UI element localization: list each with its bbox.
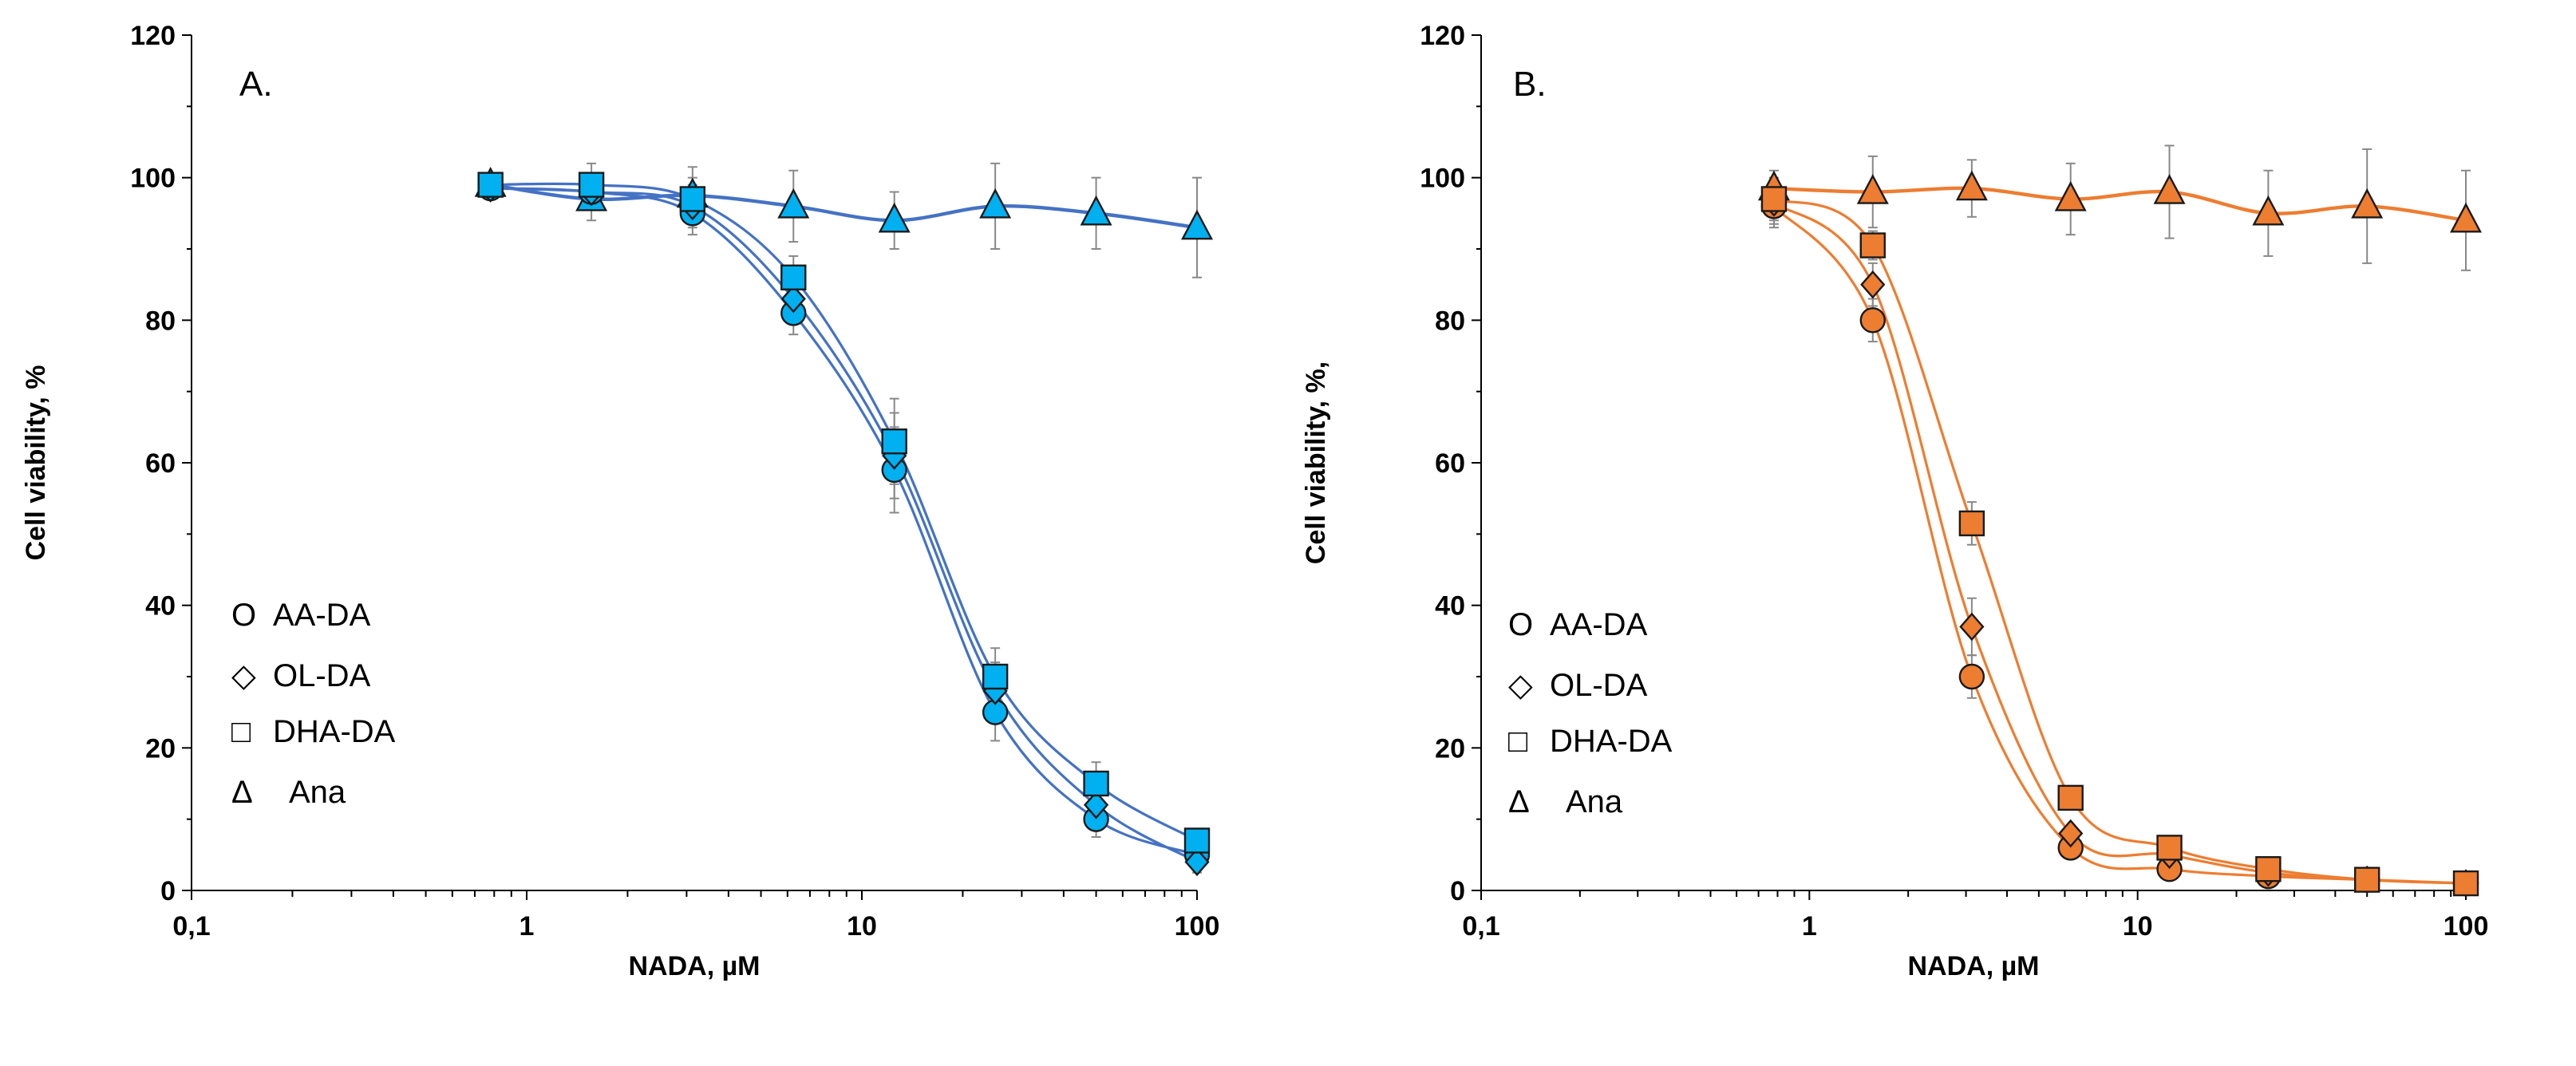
data-point-ana: [878, 202, 911, 233]
data-point-ana: [1856, 173, 1889, 204]
data-point-dha-da: [780, 264, 807, 290]
data-point-dha-da: [2156, 835, 2183, 861]
y-axis-label: Cell viability, %: [21, 365, 51, 560]
legend-symbol-square: □: [231, 714, 251, 749]
legend-symbol-diamond: ◇: [1508, 668, 1533, 703]
data-point-ana: [2252, 195, 2285, 226]
data-point-ol-da: [1184, 847, 1210, 877]
data-point-dha-da: [1183, 827, 1211, 854]
data-point-ana: [777, 188, 810, 219]
y-axis-label: Cell viability, %,: [1301, 361, 1331, 564]
data-point-ol-da: [1959, 612, 1985, 642]
y-tick-label: 100: [1420, 164, 1465, 194]
data-point-dha-da: [2057, 784, 2084, 811]
data-point-dha-da: [2353, 867, 2380, 893]
y-tick-label: 40: [1435, 591, 1465, 622]
y-tick-label: 100: [130, 164, 176, 194]
legend-label-ana: Ana: [289, 775, 346, 810]
y-tick-label: 120: [130, 21, 176, 51]
data-point-ana: [1080, 195, 1112, 226]
data-point-dha-da: [477, 172, 504, 198]
x-tick-label: 0,1: [172, 911, 210, 942]
legend-symbol-circle: O: [231, 598, 256, 633]
legend-symbol-diamond: ◇: [231, 658, 256, 693]
legend-label-ol-da: OL-DA: [273, 658, 371, 693]
fit-curve-aa-da: [490, 187, 1198, 856]
data-point-ana: [1955, 170, 1988, 201]
data-point-dha-da: [1760, 186, 1788, 212]
x-tick-label: 10: [847, 911, 877, 942]
legend-symbol-circle: O: [1508, 607, 1533, 642]
fit-curve-ol-da: [490, 187, 1198, 863]
y-tick-label: 120: [1420, 21, 1465, 51]
data-point-dha-da: [1958, 510, 1985, 537]
data-point-aa-da: [1859, 307, 1886, 334]
y-tick-label: 60: [1435, 448, 1465, 479]
data-point-dha-da: [1859, 232, 1886, 259]
legend: O AA-DA ◇ OL-DA □ DHA-DA Δ Ana: [231, 598, 396, 810]
legend-symbol-square: □: [1508, 724, 1527, 759]
data-point-ana: [1181, 209, 1213, 240]
x-axis-label: NADA, µM: [1907, 951, 2039, 981]
y-tick-label: 80: [1435, 306, 1465, 336]
data-point-dha-da: [1083, 770, 1109, 797]
x-tick-label: 1: [520, 911, 535, 942]
legend-label-dha-da: DHA-DA: [273, 714, 396, 749]
data-point-dha-da: [2255, 855, 2282, 882]
data-point-dha-da: [679, 186, 706, 212]
legend-label-aa-da: AA-DA: [1550, 607, 1648, 642]
y-tick-label: 60: [145, 448, 176, 479]
panel-a: 0 20 40 60 80 100 120 0,1 1 10 100 NADA, µM Cell via…: [21, 21, 1219, 981]
y-tick-label: 0: [1450, 876, 1465, 906]
data-point-ana: [2351, 188, 2384, 219]
legend-label-ana: Ana: [1566, 784, 1623, 819]
x-axis-label: NADA, µM: [628, 951, 760, 981]
x-tick-label: 10: [2123, 911, 2153, 942]
panel-b: 0 20 40 60 80 100 120 0,1 1 10 100 NADA, µM Cell via…: [1301, 21, 2488, 981]
y-tick-label: 40: [145, 591, 176, 622]
data-point-aa-da: [1958, 663, 1985, 690]
data-point-dha-da: [2452, 870, 2479, 897]
data-point-ana: [2153, 173, 2186, 204]
data-point-ana: [979, 188, 1012, 219]
x-tick-label: 100: [2444, 911, 2489, 942]
data-point-ol-da: [2058, 819, 2084, 848]
x-tick-label: 1: [1802, 911, 1817, 942]
data-point-ol-da: [1083, 790, 1109, 819]
data-point-ana: [2450, 202, 2482, 233]
panel-label: A.: [239, 65, 273, 104]
data-point-dha-da: [982, 663, 1009, 690]
data-point-ol-da: [1860, 270, 1886, 299]
legend-label-dha-da: DHA-DA: [1550, 724, 1673, 759]
y-tick-label: 80: [145, 306, 176, 336]
y-tick-label: 0: [160, 876, 176, 906]
x-tick-label: 0,1: [1462, 911, 1499, 942]
panel-label: B.: [1513, 65, 1547, 104]
fit-curve-ana: [490, 183, 1198, 230]
legend-symbol-triangle: Δ: [231, 775, 253, 810]
legend-label-aa-da: AA-DA: [273, 598, 371, 633]
x-tick-label: 100: [1175, 911, 1220, 942]
fit-curve-ol-da: [1772, 201, 2467, 885]
y-tick-label: 20: [1435, 733, 1465, 764]
data-point-dha-da: [881, 428, 907, 455]
legend: O AA-DA ◇ OL-DA □ DHA-DA Δ Ana: [1508, 607, 1673, 819]
fit-curve-ana: [1773, 186, 2467, 223]
fit-curve-dha-da: [490, 182, 1198, 842]
y-tick-label: 20: [145, 733, 176, 764]
legend-symbol-triangle: Δ: [1508, 784, 1530, 819]
fit-curve-dha-da: [1773, 197, 2467, 885]
legend-label-ol-da: OL-DA: [1550, 668, 1648, 703]
data-point-ol-da: [780, 284, 806, 314]
data-point-dha-da: [578, 172, 605, 198]
data-point-ana: [2054, 180, 2087, 211]
fit-curve-aa-da: [1772, 205, 2467, 885]
